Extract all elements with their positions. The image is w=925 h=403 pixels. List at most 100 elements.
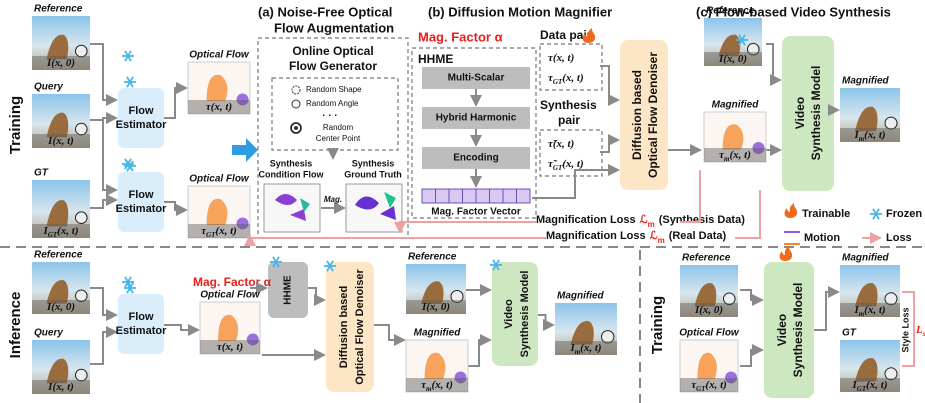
ball xyxy=(76,123,88,135)
card-caption: Optical Flow xyxy=(200,290,261,301)
mag-factor-vector xyxy=(422,189,530,203)
formula-args: (x, t) xyxy=(553,52,574,64)
formula-args: (x, t) xyxy=(729,149,750,161)
hhme-label: HHME xyxy=(283,275,294,305)
mag-factor: Mag. Factor α xyxy=(418,29,503,44)
formula-args: (x, t) xyxy=(580,342,601,354)
arrow xyxy=(164,202,186,210)
vector-cell xyxy=(422,189,436,203)
vector-cell xyxy=(490,189,504,203)
formula: I(x, 0) xyxy=(718,53,747,65)
card-caption: Magnified xyxy=(712,100,760,111)
formula: τ(x, t) xyxy=(206,101,232,113)
formula: τ(x, t) xyxy=(217,341,243,353)
arrow xyxy=(308,288,324,300)
label: Condition Flow xyxy=(259,169,325,179)
card-caption: Magnified xyxy=(557,291,605,302)
formula: I(x, 0) xyxy=(46,57,75,69)
formula: τ̃(x, t) xyxy=(548,138,574,150)
formula-args: (x, t) xyxy=(705,379,726,391)
legend-label: Frozen xyxy=(886,208,922,220)
vector-cell xyxy=(436,189,450,203)
arrow xyxy=(600,66,618,100)
card-caption: Optical Flow xyxy=(189,50,250,61)
formula: I(x, t) xyxy=(47,381,74,393)
ball xyxy=(76,45,88,57)
formula: τm(x, t) xyxy=(719,149,751,163)
arrow xyxy=(468,340,490,366)
card-caption: Query xyxy=(34,82,63,93)
arrow xyxy=(90,120,116,190)
arrow xyxy=(90,200,116,208)
vector-cell xyxy=(449,189,463,203)
ball xyxy=(885,117,897,129)
loss-symbol: ℒ xyxy=(650,230,658,242)
row-label: Inference xyxy=(7,292,24,359)
formula: I(x, t) xyxy=(47,135,74,147)
arrow xyxy=(600,140,618,152)
formula: Im(x, t) xyxy=(853,129,885,143)
synthesis-label: Synthesis Model xyxy=(791,283,805,378)
synthesis-label: Video xyxy=(775,314,789,346)
formula-args: (x, t) xyxy=(52,135,73,147)
style-loss-label: Style Loss xyxy=(900,307,910,352)
formula: Im(x, t) xyxy=(853,304,885,318)
vector-cell xyxy=(476,189,490,203)
formula: I(x, 0) xyxy=(421,301,450,313)
formula: Im(x, t) xyxy=(569,342,601,356)
formula-args: (x, t) xyxy=(866,379,887,391)
loss-label: Magnification Lossℒm(Real Data) xyxy=(546,230,726,245)
option: Center Point xyxy=(316,134,361,143)
loss-text: Magnification Loss xyxy=(546,230,646,242)
synthesis-label: Video xyxy=(503,299,515,329)
estimator-label: Flow xyxy=(128,189,153,201)
synthesis-box xyxy=(782,36,834,191)
option: · · · xyxy=(322,111,338,122)
loss-arrow xyxy=(250,236,546,238)
vector-label: Mag. Factor Vector xyxy=(431,207,521,218)
icon xyxy=(292,100,300,108)
pair-title: Synthesis xyxy=(540,98,597,112)
arrow xyxy=(164,325,198,330)
generator-title: Flow Generator xyxy=(289,59,377,73)
loss-symbol: ℒ xyxy=(640,214,648,226)
icon xyxy=(294,126,298,130)
row-label: Training xyxy=(649,296,666,354)
card-caption: Magnified xyxy=(414,328,462,339)
legend-label: Motion xyxy=(804,232,840,244)
card-caption: GT xyxy=(842,328,857,339)
big-arrow xyxy=(232,138,258,162)
formula: τ(x, t) xyxy=(548,52,574,64)
formula: τm(x, t) xyxy=(421,379,453,393)
denoiser-label: Diffusion based xyxy=(630,70,644,160)
formula: I(x, 0) xyxy=(694,304,723,316)
icon xyxy=(292,86,300,94)
block-label: Hybrid Harmonic xyxy=(436,113,517,124)
formula-args: (x, t) xyxy=(562,72,583,84)
arrow xyxy=(90,288,116,315)
loss-note: (Real Data) xyxy=(669,230,727,242)
pair-title: pair xyxy=(558,113,580,127)
synthesis-label: Video xyxy=(793,97,807,129)
card-caption: Reference xyxy=(408,252,457,263)
card-caption: Magnified xyxy=(842,76,890,87)
synthesis-label: Synthesis Model xyxy=(809,66,823,161)
section-title: (a) Noise-Free Optical xyxy=(258,4,392,19)
formula-args: (x, 0) xyxy=(426,301,450,313)
legend-label: Trainable xyxy=(802,208,850,220)
formula-args: (x, t) xyxy=(57,225,78,237)
ball xyxy=(76,290,88,302)
estimator-label: Flow xyxy=(128,105,153,117)
denoiser-label: Diffusion based xyxy=(338,286,350,369)
trainable-icon xyxy=(780,246,793,261)
card-caption: Reference xyxy=(34,4,83,15)
estimator-label: Flow xyxy=(128,311,153,323)
block-label: Encoding xyxy=(453,153,499,164)
formula-args: (x, t) xyxy=(215,225,236,237)
arrow xyxy=(538,315,553,325)
arrow xyxy=(164,88,186,118)
estimator-label: Estimator xyxy=(116,119,167,131)
label: Synthesis xyxy=(352,158,395,168)
section-title: Flow Augmentation xyxy=(274,20,394,35)
row-label: Training xyxy=(7,96,24,154)
